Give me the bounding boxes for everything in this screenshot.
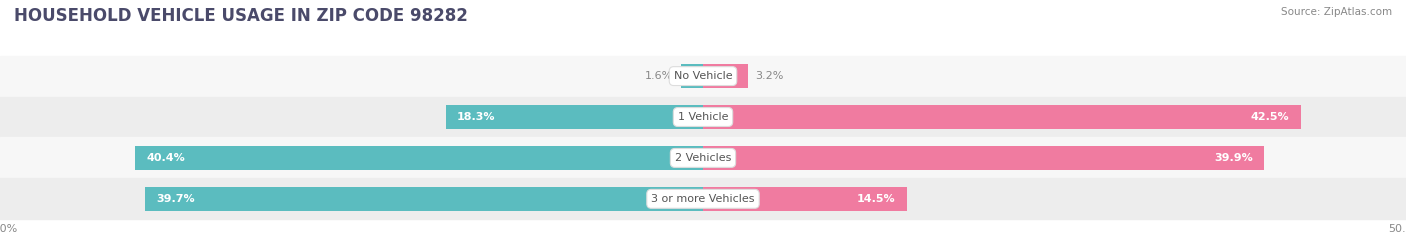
Text: 3.2%: 3.2% — [755, 71, 783, 81]
Bar — [145, 187, 703, 211]
Bar — [703, 187, 907, 211]
Text: 40.4%: 40.4% — [146, 153, 186, 163]
Bar — [703, 64, 748, 88]
Text: 42.5%: 42.5% — [1251, 112, 1289, 122]
Bar — [681, 64, 703, 88]
Bar — [0, 56, 1406, 96]
Bar — [446, 105, 703, 129]
Text: 18.3%: 18.3% — [457, 112, 495, 122]
Bar — [0, 178, 1406, 219]
Text: 1 Vehicle: 1 Vehicle — [678, 112, 728, 122]
Bar — [0, 96, 1406, 137]
Text: 3 or more Vehicles: 3 or more Vehicles — [651, 194, 755, 204]
Text: 2 Vehicles: 2 Vehicles — [675, 153, 731, 163]
Text: 39.7%: 39.7% — [156, 194, 194, 204]
Bar — [135, 146, 703, 170]
Text: Source: ZipAtlas.com: Source: ZipAtlas.com — [1281, 7, 1392, 17]
Bar — [703, 105, 1301, 129]
Bar — [0, 137, 1406, 178]
Bar — [703, 146, 1264, 170]
Text: HOUSEHOLD VEHICLE USAGE IN ZIP CODE 98282: HOUSEHOLD VEHICLE USAGE IN ZIP CODE 9828… — [14, 7, 468, 25]
Text: 1.6%: 1.6% — [645, 71, 673, 81]
Text: No Vehicle: No Vehicle — [673, 71, 733, 81]
Text: 14.5%: 14.5% — [858, 194, 896, 204]
Text: 39.9%: 39.9% — [1213, 153, 1253, 163]
